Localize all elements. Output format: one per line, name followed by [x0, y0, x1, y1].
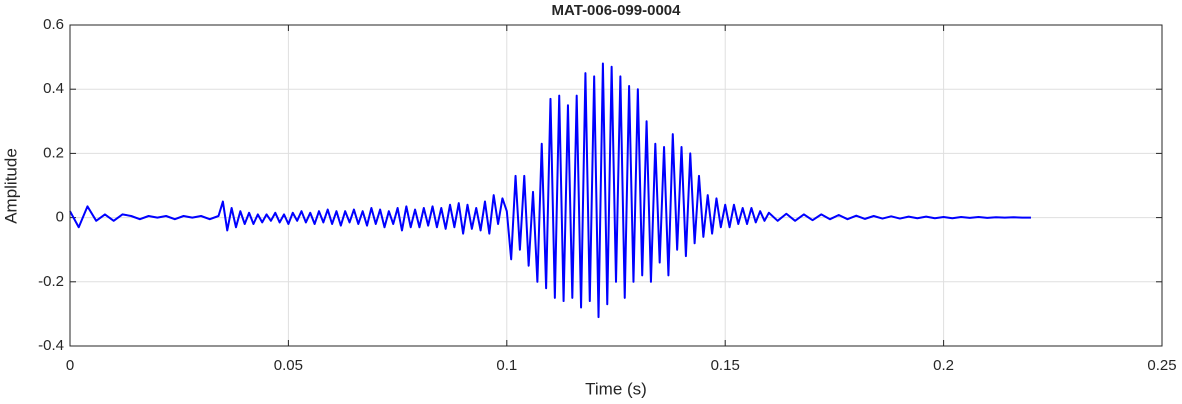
x-tick-label: 0.05 [274, 357, 303, 374]
y-tick-label: -0.2 [38, 273, 64, 290]
y-tick-label: 0 [56, 209, 64, 226]
y-axis-label: Amplitude [1, 148, 20, 224]
waveform-line [69, 62, 1031, 319]
plot-area [70, 25, 1162, 346]
y-tick-label: 0.4 [43, 80, 64, 97]
x-tick-label: 0.2 [933, 357, 954, 374]
y-tick-label: 0.2 [43, 144, 64, 161]
x-tick-label: 0.25 [1147, 357, 1176, 374]
x-tick-label: 0.15 [711, 357, 740, 374]
y-tick-label: 0.6 [43, 16, 64, 33]
x-tick-label: 0 [66, 357, 74, 374]
y-tick-label: -0.4 [38, 337, 64, 354]
plot-frame [69, 24, 1163, 347]
x-tick-label: 0.1 [496, 357, 517, 374]
x-axis-label: Time (s) [585, 379, 647, 398]
chart-title: MAT-006-099-0004 [552, 2, 682, 19]
